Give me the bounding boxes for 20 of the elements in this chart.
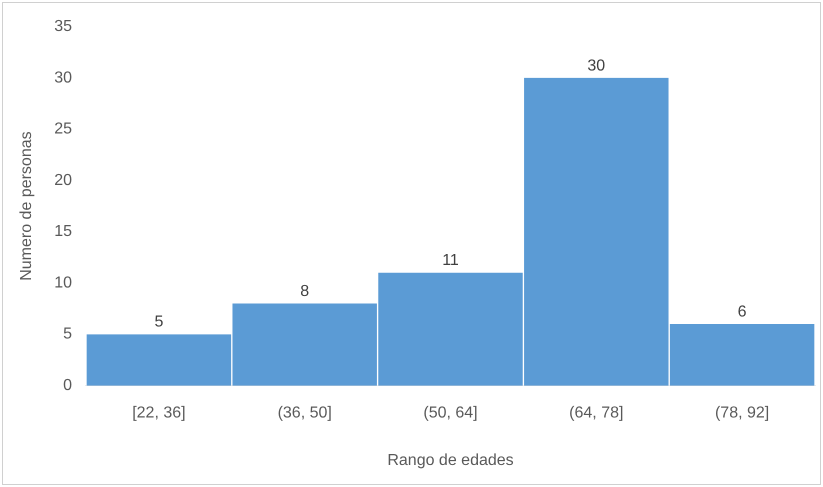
x-tick-label: (36, 50] (278, 404, 332, 422)
x-tick-label: (64, 78] (569, 404, 624, 422)
y-tick-label: 20 (54, 172, 72, 189)
data-label: 8 (300, 282, 310, 300)
y-axis-title: Numero de personas (18, 131, 36, 281)
y-tick-label: 10 (54, 274, 72, 292)
y-tick-label: 35 (54, 18, 72, 36)
x-tick-label: (78, 92] (714, 404, 770, 422)
data-label: 11 (442, 252, 459, 270)
data-label: 30 (587, 57, 606, 74)
x-tick-label: [22, 36] (132, 404, 186, 422)
y-tick-label: 30 (54, 69, 72, 86)
y-tick-label: 25 (54, 120, 72, 138)
x-tick-label: (50, 64] (423, 404, 478, 422)
data-label: 6 (738, 303, 747, 320)
y-tick-label: 0 (63, 377, 72, 394)
x-axis-title: Rango de edades (387, 452, 514, 469)
y-tick-label: 15 (54, 223, 72, 240)
data-label: 5 (154, 314, 164, 331)
y-tick-label: 5 (63, 326, 72, 343)
